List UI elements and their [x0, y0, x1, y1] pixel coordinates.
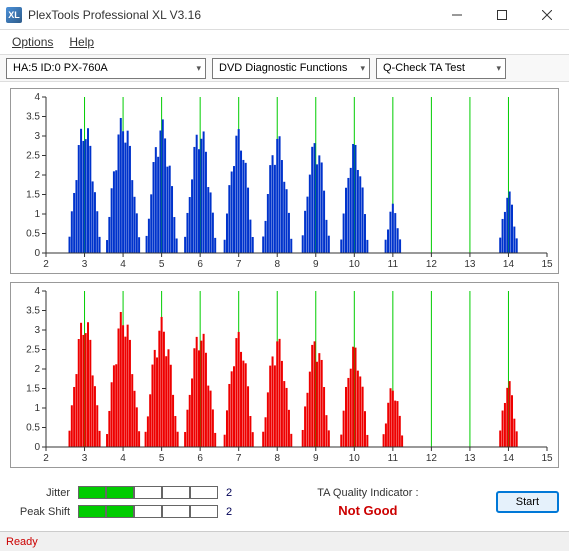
svg-text:2.5: 2.5: [26, 151, 40, 162]
meter-box: [190, 505, 218, 518]
meters: Jitter 2 Peak Shift 2: [10, 486, 240, 518]
meter-box: [162, 486, 190, 499]
svg-text:3: 3: [82, 259, 88, 270]
quality-value: Not Good: [338, 503, 397, 518]
svg-text:15: 15: [541, 453, 553, 464]
svg-text:5: 5: [159, 259, 165, 270]
svg-text:8: 8: [274, 259, 280, 270]
svg-text:0: 0: [34, 248, 40, 259]
svg-text:15: 15: [541, 259, 553, 270]
svg-text:4: 4: [34, 92, 40, 103]
device-select[interactable]: HA:5 ID:0 PX-760A: [6, 58, 206, 79]
svg-text:2: 2: [43, 259, 49, 270]
start-button[interactable]: Start: [496, 491, 559, 513]
peakshift-label: Peak Shift: [10, 506, 70, 518]
svg-text:2.5: 2.5: [26, 345, 40, 356]
meter-box: [78, 486, 106, 499]
svg-text:0: 0: [34, 442, 40, 453]
svg-text:5: 5: [159, 453, 165, 464]
jitter-value: 2: [226, 487, 240, 499]
jitter-meter: Jitter 2: [10, 486, 240, 499]
peakshift-boxes: [78, 505, 218, 518]
meter-box: [78, 505, 106, 518]
svg-text:3.5: 3.5: [26, 112, 40, 123]
svg-text:11: 11: [388, 259, 399, 270]
svg-text:14: 14: [503, 259, 515, 270]
close-button[interactable]: [524, 0, 569, 30]
svg-text:1: 1: [34, 403, 40, 414]
svg-text:14: 14: [503, 453, 515, 464]
svg-text:13: 13: [464, 453, 476, 464]
svg-text:10: 10: [349, 259, 361, 270]
svg-text:1.5: 1.5: [26, 384, 40, 395]
svg-text:1.5: 1.5: [26, 190, 40, 201]
svg-text:0.5: 0.5: [26, 229, 40, 240]
svg-text:3: 3: [82, 453, 88, 464]
svg-text:7: 7: [236, 259, 242, 270]
svg-text:6: 6: [197, 259, 203, 270]
category-select[interactable]: DVD Diagnostic Functions: [212, 58, 370, 79]
svg-text:2: 2: [34, 170, 40, 181]
chart-area: 00.511.522.533.5423456789101112131415 00…: [0, 82, 569, 482]
window-title: PlexTools Professional XL V3.16: [28, 8, 434, 22]
svg-text:13: 13: [464, 259, 476, 270]
svg-text:6: 6: [197, 453, 203, 464]
svg-text:3: 3: [34, 325, 40, 336]
jitter-boxes: [78, 486, 218, 499]
svg-text:4: 4: [34, 286, 40, 297]
meter-box: [106, 505, 134, 518]
status-bar: Ready: [0, 531, 569, 551]
test-select[interactable]: Q-Check TA Test: [376, 58, 506, 79]
menu-help[interactable]: Help: [61, 33, 102, 51]
quality-label: TA Quality Indicator :: [317, 487, 418, 499]
jitter-label: Jitter: [10, 487, 70, 499]
svg-text:2: 2: [43, 453, 49, 464]
quality-indicator: TA Quality Indicator : Not Good: [260, 487, 476, 518]
svg-text:7: 7: [236, 453, 242, 464]
svg-text:12: 12: [426, 453, 438, 464]
toolbar: HA:5 ID:0 PX-760A DVD Diagnostic Functio…: [0, 54, 569, 82]
minimize-button[interactable]: [434, 0, 479, 30]
svg-text:3.5: 3.5: [26, 306, 40, 317]
svg-text:2: 2: [34, 364, 40, 375]
chart-top: 0 0.5 1 1.5 2 2.5 3 3.5 4 2 3 4 5 6 7 8 9 10 11 12 13 14 15: [10, 88, 559, 274]
meter-box: [134, 486, 162, 499]
svg-text:4: 4: [120, 259, 126, 270]
peakshift-meter: Peak Shift 2: [10, 505, 240, 518]
titlebar: XL PlexTools Professional XL V3.16: [0, 0, 569, 30]
svg-text:4: 4: [120, 453, 126, 464]
app-icon: XL: [6, 7, 22, 23]
svg-text:8: 8: [274, 453, 280, 464]
meter-box: [106, 486, 134, 499]
meter-box: [134, 505, 162, 518]
menu-options[interactable]: Options: [4, 33, 61, 51]
svg-text:9: 9: [313, 453, 319, 464]
meter-box: [162, 505, 190, 518]
svg-text:9: 9: [313, 259, 319, 270]
bottom-bar: Jitter 2 Peak Shift 2 TA Quality Indicat…: [0, 482, 569, 526]
chart-bottom: 0 0.5 1 1.5 2 2.5 3 3.5 4 2 3 4 5 6 7 8 9 10 11 12 13 14 15: [10, 282, 559, 468]
svg-text:0.5: 0.5: [26, 423, 40, 434]
svg-text:10: 10: [349, 453, 361, 464]
svg-text:12: 12: [426, 259, 438, 270]
svg-text:11: 11: [388, 453, 399, 464]
maximize-button[interactable]: [479, 0, 524, 30]
status-text: Ready: [6, 536, 38, 548]
menubar: Options Help: [0, 30, 569, 54]
peakshift-value: 2: [226, 506, 240, 518]
meter-box: [190, 486, 218, 499]
svg-text:1: 1: [34, 209, 40, 220]
svg-text:3: 3: [34, 131, 40, 142]
